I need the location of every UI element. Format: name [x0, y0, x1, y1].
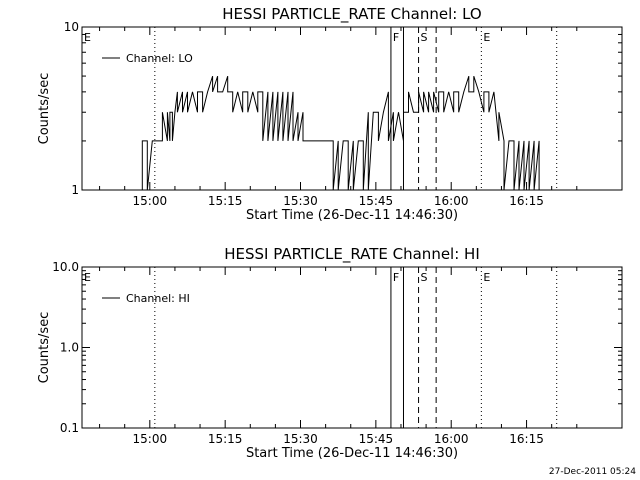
- x-tick-label: 15:45: [359, 432, 394, 446]
- y-tick-label: 1: [71, 183, 79, 197]
- series-line-channel-lo: [141, 75, 585, 191]
- marker-label: F: [393, 271, 399, 284]
- marker-label: E: [84, 271, 91, 284]
- chart-panel-1: HESSI PARTICLE_RATE Channel: LO 15:00 15:1…: [37, 5, 623, 223]
- x-axis-label: Start Time (26-Dec-11 14:46:30): [246, 208, 458, 223]
- y-axis-label: Counts/sec: [37, 73, 52, 145]
- x-tick-label: 15:00: [133, 432, 168, 446]
- x-tick-label: 16:15: [509, 432, 544, 446]
- marker-label: E: [84, 31, 91, 44]
- legend-label: Channel: HI: [126, 292, 190, 305]
- x-axis-label: Start Time (26-Dec-11 14:46:30): [246, 446, 458, 461]
- plot-frame: [81, 26, 623, 191]
- timestamp: 27-Dec-2011 05:24: [549, 467, 636, 477]
- x-tick-label: 15:30: [283, 432, 318, 446]
- x-tick-label: 16:15: [509, 194, 544, 208]
- y-tick-label: 1.0: [60, 341, 79, 355]
- y-tick-label: 10: [64, 20, 79, 34]
- legend-label: Channel: LO: [126, 52, 193, 65]
- x-tick-label: 15:15: [208, 194, 243, 208]
- x-tick-label: 15:00: [133, 194, 168, 208]
- x-tick-label: 15:15: [208, 432, 243, 446]
- marker-label: E: [483, 271, 490, 284]
- marker-label: F: [393, 31, 399, 44]
- y-axis-label: Counts/sec: [37, 312, 52, 384]
- y-tick-label: 0.1: [60, 421, 79, 435]
- x-tick-label: 16:00: [434, 194, 469, 208]
- chart-panel-2: HESSI PARTICLE_RATE Channel: HI 15:00 15:1…: [37, 245, 623, 461]
- x-tick-label: 15:30: [283, 194, 318, 208]
- marker-label: S: [421, 271, 428, 284]
- chart-title: HESSI PARTICLE_RATE Channel: LO: [222, 5, 481, 24]
- x-tick-label: 15:45: [359, 194, 394, 208]
- chart-title: HESSI PARTICLE_RATE Channel: HI: [224, 245, 480, 264]
- marker-label: E: [483, 31, 490, 44]
- y-tick-label: 10.0: [52, 260, 79, 274]
- marker-label: S: [421, 31, 428, 44]
- x-tick-label: 16:00: [434, 432, 469, 446]
